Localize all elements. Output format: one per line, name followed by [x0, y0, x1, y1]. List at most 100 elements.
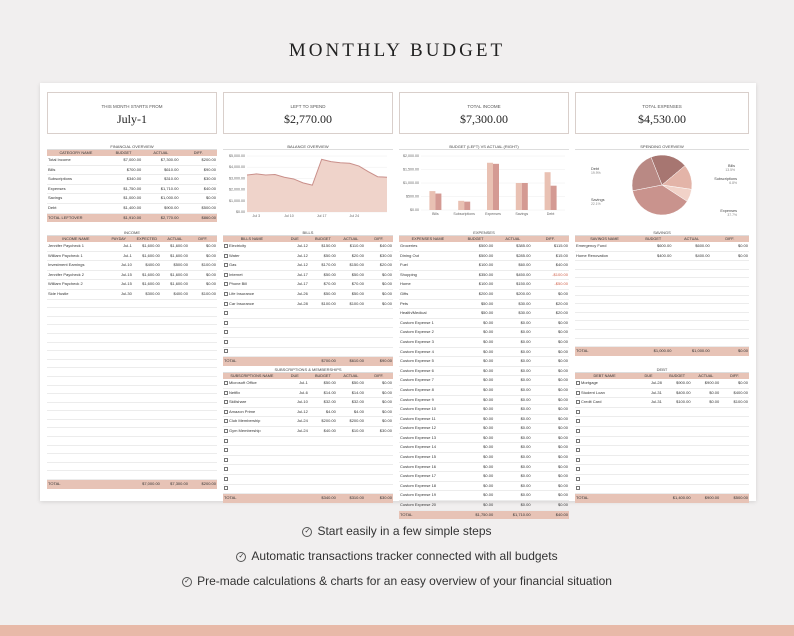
cell-value[interactable]: $700.00 — [126, 166, 142, 172]
table-cell[interactable]: $0.00 — [456, 490, 495, 502]
table-cell[interactable]: $50.00 — [336, 379, 365, 389]
table-cell[interactable] — [662, 416, 692, 427]
table-cell[interactable]: Side Hustle — [47, 289, 105, 300]
table-cell[interactable] — [308, 474, 337, 485]
table-cell[interactable] — [710, 320, 749, 330]
cell-value[interactable]: Microsoft Office — [229, 380, 257, 385]
cell-value[interactable]: Custom Expense 16 — [400, 463, 437, 469]
table-cell[interactable] — [132, 462, 161, 472]
table-cell[interactable]: $0.00 — [456, 471, 495, 482]
table-cell[interactable] — [634, 455, 663, 466]
cell-value[interactable]: $70.00 — [323, 281, 336, 287]
table-cell[interactable]: $0.00 — [531, 395, 569, 406]
cell-value[interactable]: $0.00 — [520, 406, 531, 412]
table-cell[interactable] — [710, 269, 749, 279]
table-cell[interactable]: $500.00 — [456, 242, 495, 252]
table-cell[interactable] — [575, 286, 635, 296]
cell-value[interactable]: $0.00 — [483, 396, 494, 402]
table-cell[interactable] — [104, 342, 133, 352]
table-cell[interactable]: Expenses — [47, 184, 105, 195]
checkbox[interactable] — [224, 486, 228, 491]
checkbox[interactable] — [224, 311, 228, 316]
cell-value[interactable]: $0.00 — [483, 473, 494, 479]
table-cell[interactable]: $0.00 — [188, 279, 217, 290]
cell-value[interactable]: $0.00 — [557, 358, 568, 364]
table-cell[interactable]: Netflix — [223, 388, 281, 399]
table-cell[interactable]: $0.00 — [179, 193, 217, 204]
table-cell[interactable]: $170.00 — [308, 260, 337, 271]
table-cell[interactable]: Jul-15 — [104, 279, 133, 290]
table-cell[interactable]: $40.00 — [179, 184, 217, 195]
checkbox[interactable] — [576, 438, 580, 443]
cell-value[interactable]: $100.00 — [349, 300, 364, 306]
cell-value[interactable]: $0.00 — [483, 415, 494, 421]
table-cell[interactable] — [575, 260, 635, 270]
table-cell[interactable] — [575, 320, 635, 330]
table-cell[interactable] — [634, 445, 663, 456]
table-cell[interactable] — [160, 385, 189, 395]
table-cell[interactable] — [280, 436, 309, 447]
cell-value[interactable]: Jul-12 — [296, 243, 308, 248]
checkbox[interactable] — [224, 253, 228, 258]
table-cell[interactable] — [691, 416, 721, 427]
cell-value[interactable]: Credit Card — [581, 399, 602, 405]
table-cell[interactable]: Gifts — [399, 289, 457, 300]
table-cell[interactable]: $1,600.00 — [160, 242, 189, 252]
table-cell[interactable] — [662, 407, 692, 418]
table-cell[interactable]: Emergency Fund — [575, 242, 635, 252]
cell-value[interactable]: $0.00 — [557, 434, 568, 440]
cell-value[interactable]: Jul-12 — [296, 262, 308, 268]
table-cell[interactable]: Jul-24 — [280, 416, 309, 427]
table-cell[interactable] — [223, 337, 281, 348]
table-cell[interactable] — [575, 329, 635, 339]
table-cell[interactable] — [132, 342, 161, 352]
table-cell[interactable]: $4.00 — [308, 407, 337, 418]
table-cell[interactable]: $14.00 — [308, 388, 337, 399]
table-cell[interactable]: $0.00 — [531, 481, 569, 492]
cell-value[interactable]: William Paycheck 1 — [48, 252, 83, 258]
table-cell[interactable] — [188, 410, 217, 420]
table-cell[interactable] — [132, 402, 161, 412]
cell-value[interactable]: $500.00 — [478, 243, 494, 248]
table-cell[interactable]: $0.00 — [456, 318, 495, 329]
cell-value[interactable]: $7,000.00 — [123, 157, 142, 162]
table-cell[interactable] — [336, 474, 365, 485]
cell-value[interactable]: $50.00 — [480, 300, 494, 306]
table-cell[interactable]: $0.00 — [531, 500, 569, 511]
cell-value[interactable]: $0.00 — [520, 415, 531, 421]
checkbox[interactable] — [224, 320, 228, 325]
table-cell[interactable]: $20.00 — [364, 260, 393, 271]
table-cell[interactable]: $0.00 — [456, 347, 495, 358]
table-cell[interactable] — [160, 299, 189, 309]
table-cell[interactable]: $4.00 — [336, 407, 365, 418]
cell-value[interactable]: Jennifer Paycheck 2 — [48, 271, 85, 277]
table-cell[interactable] — [160, 462, 189, 472]
cell-value[interactable]: $200.00 — [478, 290, 494, 296]
cell-value[interactable]: Jul-17 — [296, 281, 308, 287]
table-cell[interactable]: $0.00 — [456, 385, 495, 396]
cell-value[interactable]: Custom Expense 14 — [400, 444, 437, 450]
cell-value[interactable]: $0.00 — [381, 271, 392, 277]
cell-value[interactable]: $0.00 — [557, 348, 568, 354]
cell-value[interactable]: $32.00 — [351, 399, 364, 405]
cell-value[interactable]: $0.00 — [483, 434, 494, 440]
table-cell[interactable] — [104, 376, 133, 386]
table-cell[interactable]: $40.00 — [308, 426, 337, 437]
table-cell[interactable] — [132, 299, 161, 309]
cell-value[interactable]: Jul-12 — [296, 408, 308, 414]
cell-value[interactable]: Investment Earnings — [48, 262, 85, 268]
cell-value[interactable]: $0.00 — [520, 358, 531, 364]
cell-value[interactable]: $200.00 — [516, 290, 531, 296]
table-cell[interactable]: Custom Expense 18 — [399, 481, 457, 492]
table-cell[interactable] — [104, 470, 133, 481]
cell-value[interactable]: $0.00 — [205, 252, 216, 258]
table-cell[interactable] — [160, 393, 189, 403]
table-cell[interactable] — [691, 484, 721, 495]
checkbox[interactable] — [576, 457, 580, 462]
table-cell[interactable] — [47, 393, 105, 403]
cell-value[interactable]: $0.00 — [557, 329, 568, 335]
table-cell[interactable]: Custom Expense 5 — [399, 356, 457, 367]
table-cell[interactable] — [188, 307, 217, 317]
cell-value[interactable]: Custom Expense 13 — [400, 434, 437, 440]
table-cell[interactable] — [47, 453, 105, 463]
